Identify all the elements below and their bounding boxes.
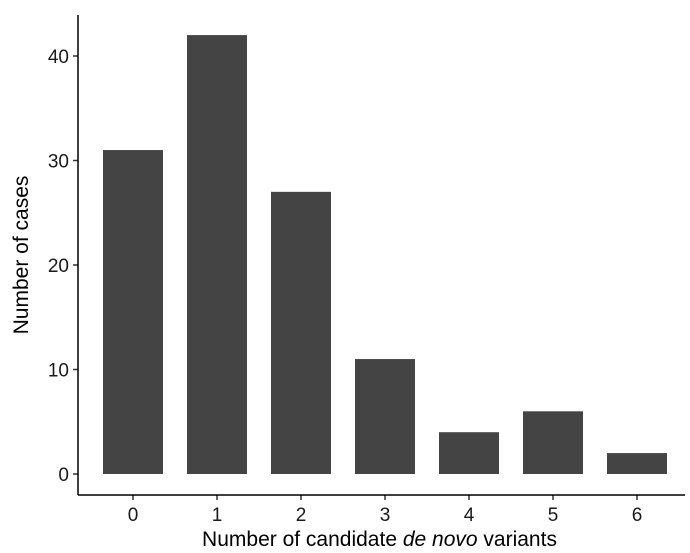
y-tick-label-30: 30 bbox=[48, 152, 69, 173]
bar-1 bbox=[187, 35, 247, 474]
x-tick-label-1: 1 bbox=[212, 505, 223, 526]
x-axis-ticks: 0 1 2 3 4 5 6 bbox=[128, 495, 643, 526]
bar-0 bbox=[103, 150, 163, 475]
x-tick-label-4: 4 bbox=[464, 505, 475, 526]
bar-3 bbox=[355, 359, 415, 474]
x-axis-title-prefix: Number of candidate bbox=[202, 528, 403, 551]
x-axis-title: Number of candidate de novo variants bbox=[202, 528, 557, 551]
x-tick-label-5: 5 bbox=[548, 505, 559, 526]
bars-group bbox=[103, 35, 667, 475]
y-tick-label-10: 10 bbox=[48, 361, 69, 382]
x-tick-label-3: 3 bbox=[380, 505, 391, 526]
bar-5 bbox=[523, 411, 583, 474]
x-axis-title-italic: de novo bbox=[403, 528, 478, 551]
y-axis-title: Number of cases bbox=[10, 176, 33, 335]
x-tick-label-2: 2 bbox=[296, 505, 307, 526]
bar-6 bbox=[607, 453, 667, 474]
x-axis-title-suffix: variants bbox=[478, 528, 557, 551]
y-tick-label-40: 40 bbox=[48, 47, 69, 68]
y-tick-label-20: 20 bbox=[48, 256, 69, 277]
y-axis-ticks: 0 10 20 30 40 bbox=[48, 47, 78, 486]
x-tick-label-0: 0 bbox=[128, 505, 139, 526]
bar-4 bbox=[439, 432, 499, 474]
bar-2 bbox=[271, 191, 331, 474]
x-tick-label-6: 6 bbox=[632, 505, 643, 526]
y-tick-label-0: 0 bbox=[58, 465, 69, 486]
